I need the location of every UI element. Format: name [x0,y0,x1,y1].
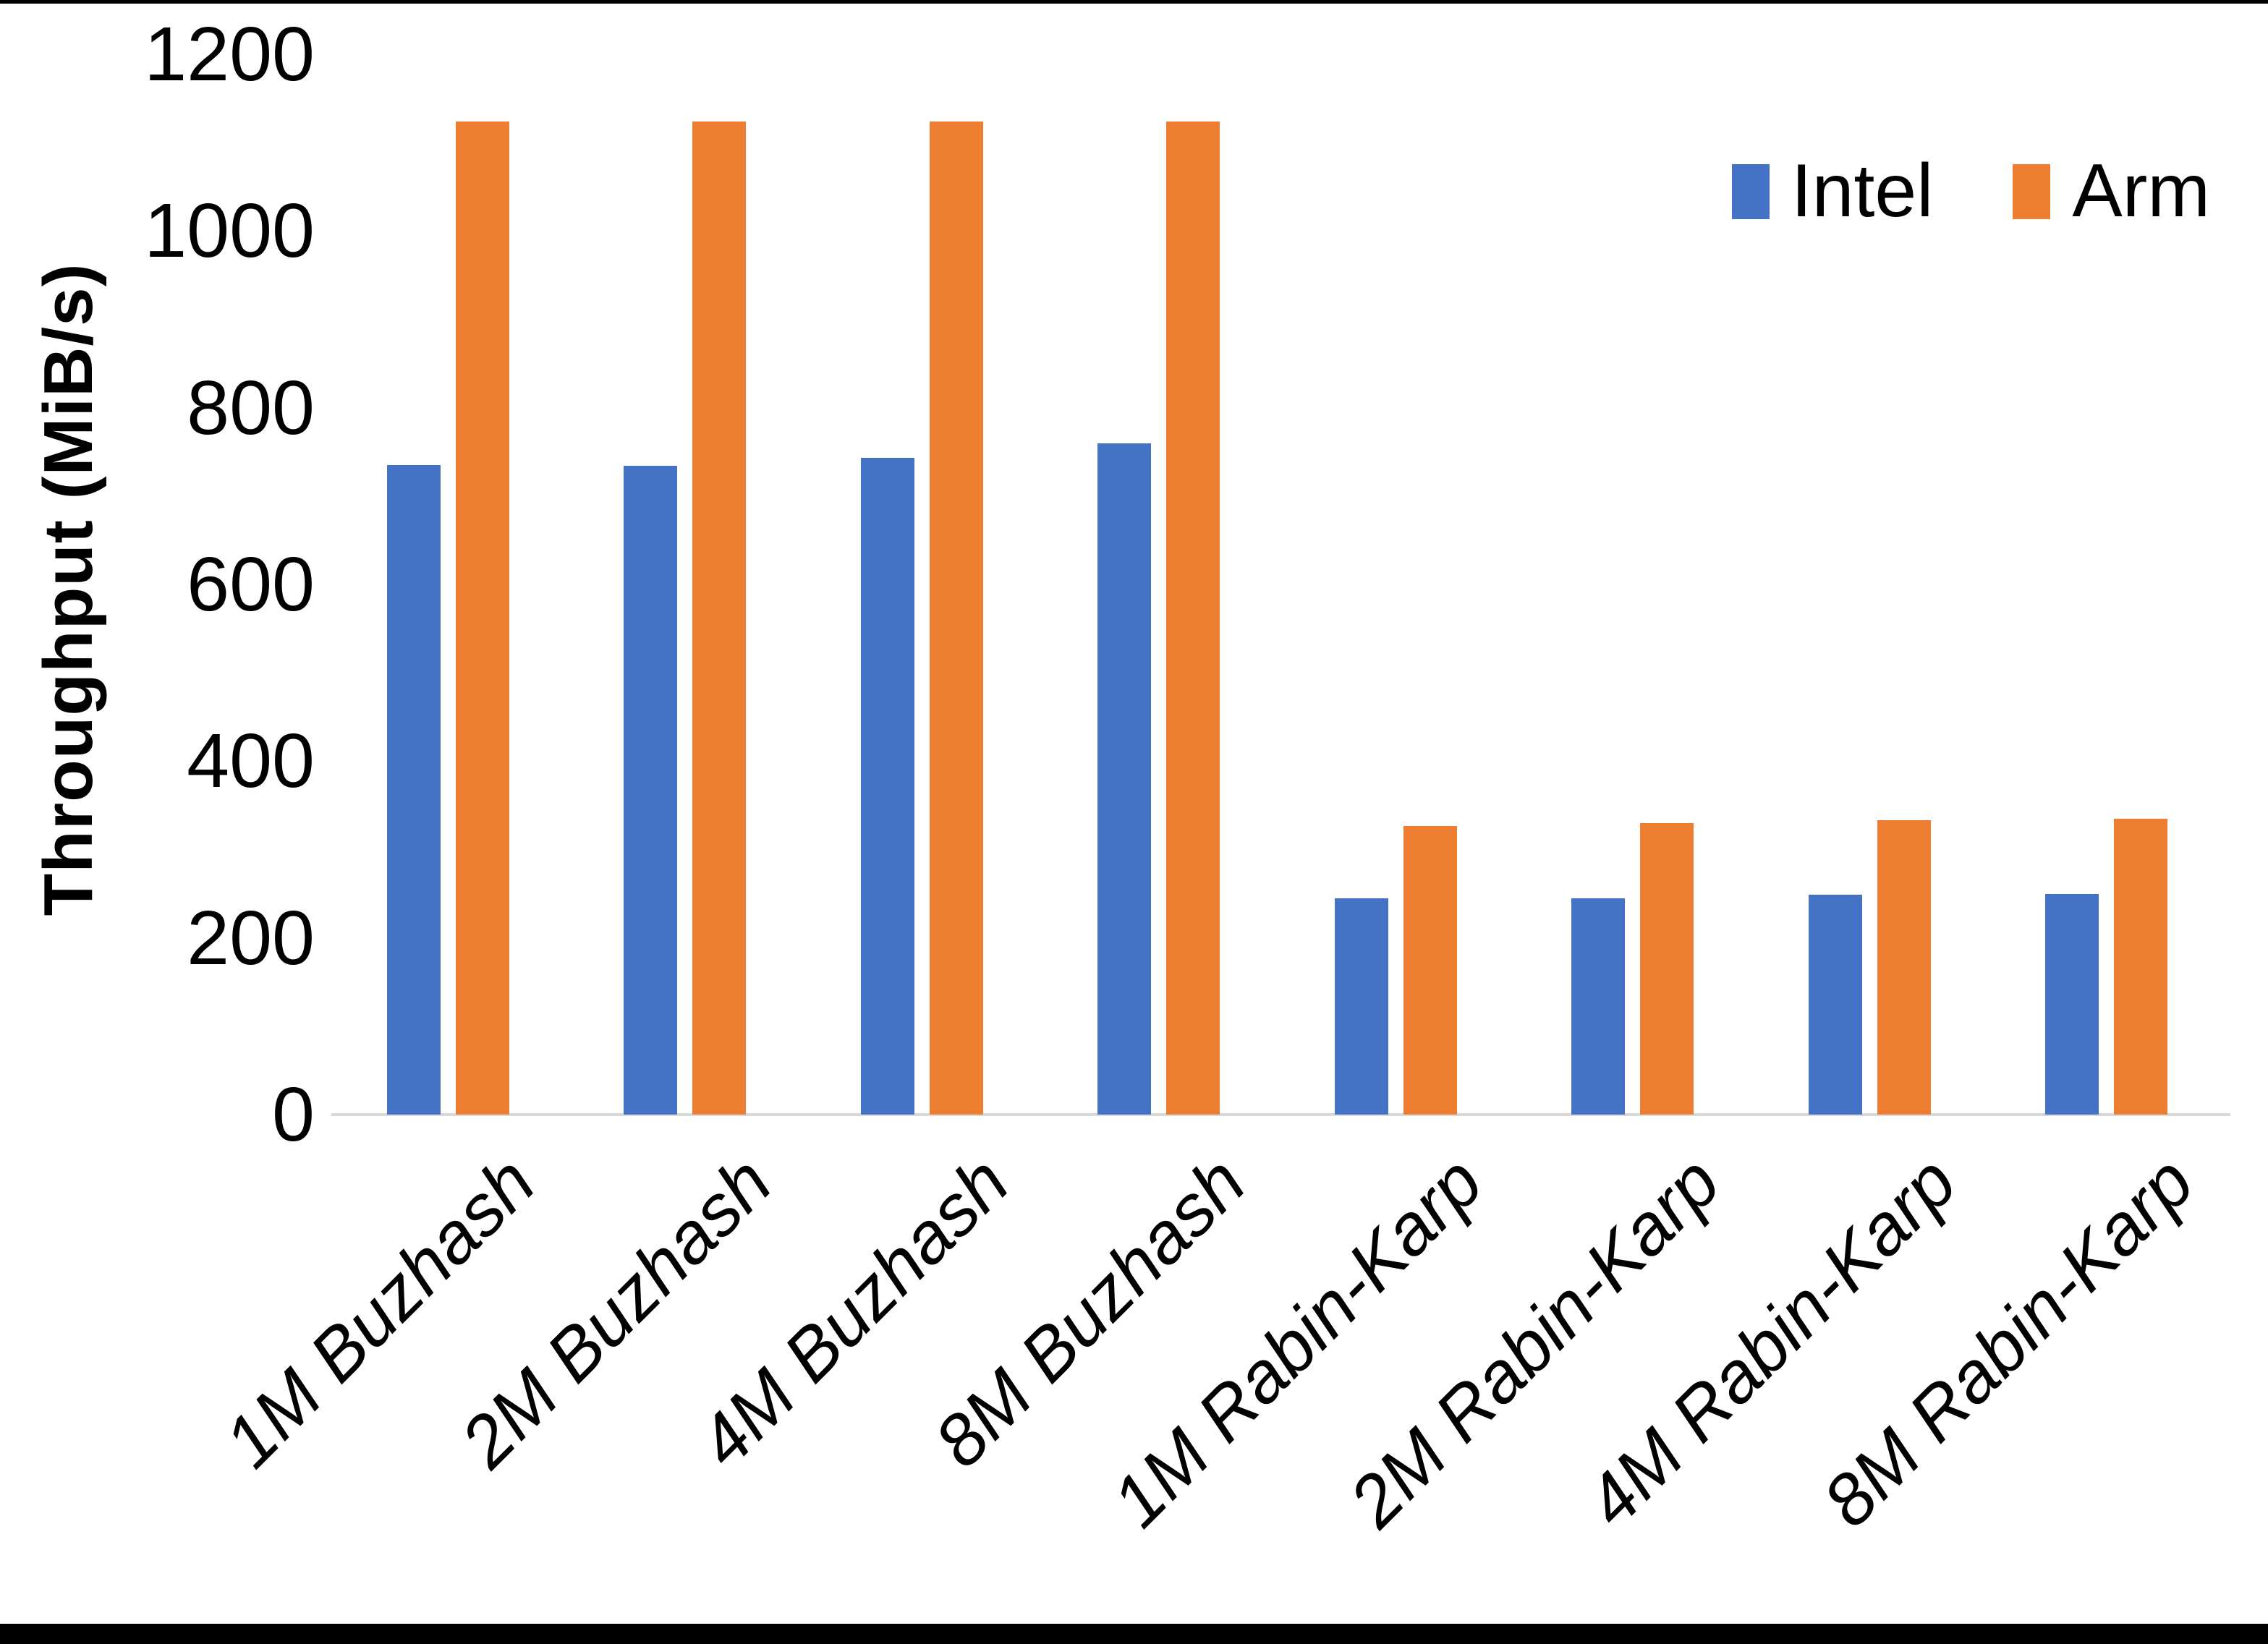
bar-arm-4m-rabin-karp [1877,820,1931,1115]
bar-arm-4m-buzhash [929,121,983,1115]
window-border-bottom [0,1624,2268,1644]
bar-arm-1m-buzhash [455,121,509,1115]
y-tick-800: 800 [187,365,315,451]
bar-intel-1m-buzhash [386,465,441,1115]
legend: Intel Arm [1731,148,2210,234]
legend-entry-intel: Intel [1731,148,1934,234]
bar-intel-1m-rabin-karp [1334,898,1388,1115]
bar-arm-1m-rabin-karp [1403,825,1457,1115]
legend-marker-arm-icon [2013,163,2051,219]
y-tick-1000: 1000 [144,188,315,274]
legend-marker-intel-icon [1731,163,1770,219]
bar-arm-8m-rabin-karp [2114,818,2168,1115]
y-tick-600: 600 [187,542,315,627]
y-tick-400: 400 [187,718,315,804]
legend-label-arm: Arm [2072,149,2210,233]
bar-intel-4m-buzhash [860,458,914,1115]
legend-entry-arm: Arm [2013,148,2210,234]
y-tick-1200: 1200 [144,12,315,97]
bar-intel-4m-rabin-karp [1808,894,1862,1115]
bar-intel-8m-rabin-karp [2045,893,2099,1115]
bar-arm-2m-buzhash [692,121,747,1115]
window-border-top [0,0,2268,4]
bar-intel-8m-buzhash [1097,443,1152,1115]
bar-arm-2m-rabin-karp [1640,822,1694,1115]
legend-label-intel: Intel [1791,149,1934,233]
bar-intel-2m-rabin-karp [1571,898,1626,1115]
bar-intel-2m-buzhash [624,466,678,1115]
bar-arm-8m-buzhash [1166,121,1220,1115]
x-axis-line [331,1113,2230,1116]
y-tick-200: 200 [187,895,315,981]
y-tick-0: 0 [272,1072,315,1157]
